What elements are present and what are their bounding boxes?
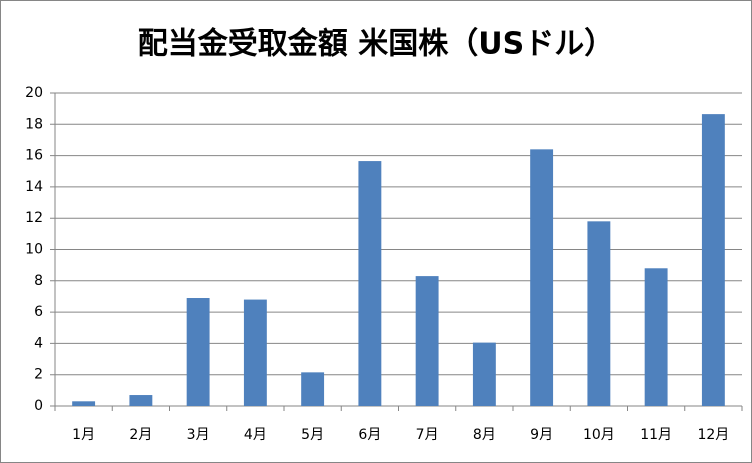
- bar: [72, 401, 96, 406]
- bar: [301, 372, 325, 406]
- x-tick-label: 1月: [72, 427, 95, 443]
- chart-title: 配当金受取金額 米国株（USドル）: [138, 27, 614, 62]
- y-tick-label: 20: [25, 85, 43, 101]
- x-tick-label: 8月: [473, 427, 496, 443]
- bar: [472, 342, 496, 406]
- x-tick-label: 7月: [416, 427, 439, 443]
- x-tick-label: 4月: [244, 427, 267, 443]
- x-tick-label: 10月: [583, 427, 615, 443]
- bar: [186, 298, 210, 406]
- x-tick-label: 9月: [530, 427, 553, 443]
- bar: [530, 149, 554, 406]
- y-tick-label: 2: [34, 367, 43, 383]
- y-tick-label: 12: [25, 210, 43, 226]
- bar: [415, 276, 439, 406]
- bar: [243, 299, 267, 406]
- x-tick-label: 2月: [129, 427, 152, 443]
- y-tick-label: 16: [25, 148, 43, 164]
- y-tick-label: 4: [34, 335, 43, 351]
- bar: [701, 114, 725, 406]
- bar: [587, 221, 611, 406]
- bar: [358, 161, 382, 406]
- y-tick-label: 10: [25, 242, 43, 258]
- bar: [129, 395, 153, 406]
- y-tick-label: 14: [25, 179, 43, 195]
- x-tick-label: 6月: [358, 427, 381, 443]
- bar: [644, 268, 668, 406]
- y-tick-label: 8: [34, 273, 43, 289]
- x-tick-label: 12月: [697, 427, 729, 443]
- x-tick-label: 3月: [187, 427, 210, 443]
- y-tick-label: 18: [25, 116, 43, 132]
- y-tick-label: 0: [34, 398, 43, 414]
- y-tick-label: 6: [34, 304, 43, 320]
- x-tick-label: 11月: [640, 427, 672, 443]
- x-tick-label: 5月: [301, 427, 324, 443]
